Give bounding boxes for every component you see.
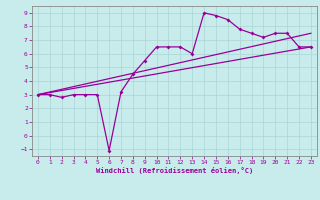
X-axis label: Windchill (Refroidissement éolien,°C): Windchill (Refroidissement éolien,°C) <box>96 167 253 174</box>
